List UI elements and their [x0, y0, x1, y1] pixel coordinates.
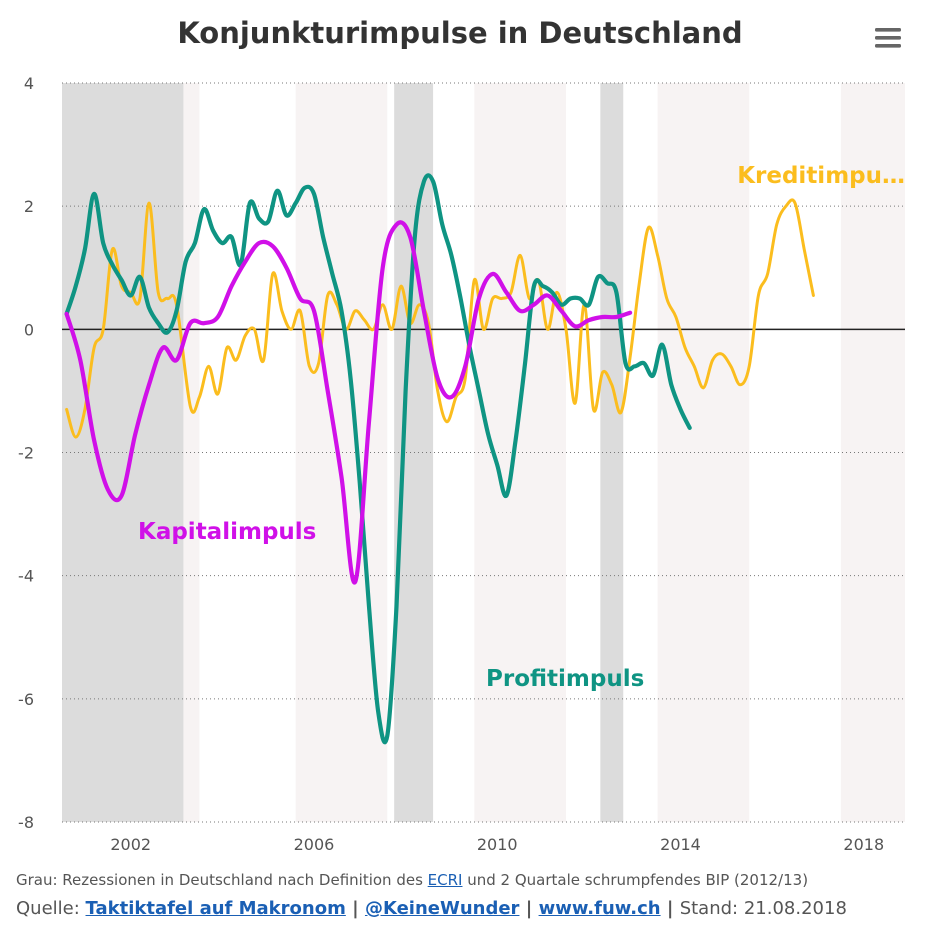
keinewunder-link[interactable]: @KeineWunder — [364, 898, 520, 919]
kreditimpuls-label: Kreditimpu… — [737, 163, 905, 189]
x-tick-label: 2002 — [110, 835, 151, 854]
series-lines — [64, 173, 815, 745]
y-axis: -8 -6 -4 -2 0 2 4 — [18, 74, 34, 832]
ecri-link[interactable]: ECRI — [427, 871, 463, 889]
separator: | — [660, 898, 680, 919]
menu-icon[interactable] — [875, 28, 901, 48]
shaded-period — [295, 83, 388, 822]
x-axis: 2002 2006 2010 2014 2018 — [110, 835, 884, 854]
note-suffix: und 2 Quartale schrumpfendes BIP (2012/1… — [462, 871, 809, 889]
y-tick-label: -4 — [18, 567, 34, 586]
chart-title: Konjunkturimpulse in Deutschland — [177, 16, 742, 50]
y-tick-label: 2 — [24, 197, 34, 216]
kapitalimpuls-line — [64, 220, 633, 585]
source-label: Quelle: — [16, 898, 86, 919]
shaded-period — [657, 83, 750, 822]
x-tick-label: 2014 — [660, 835, 701, 854]
fuw-link[interactable]: www.fuw.ch — [538, 898, 661, 919]
kapitalimpuls-label: Kapitalimpuls — [138, 519, 316, 545]
chart: -8 -6 -4 -2 0 2 4 2002 2006 2010 2014 2018 Krediti… — [18, 16, 905, 854]
taktiktafel-link[interactable]: Taktiktafel auf Makronom — [85, 898, 346, 919]
profitimpuls-line — [64, 173, 692, 745]
shaded-period — [474, 83, 566, 822]
series-labels: Kreditimpu… Profitimpuls Kapitalimpuls — [138, 163, 905, 692]
profitimpuls-label: Profitimpuls — [486, 666, 644, 692]
recession-band — [600, 83, 624, 822]
recession-note: Grau: Rezessionen in Deutschland nach De… — [16, 871, 808, 889]
y-tick-label: -6 — [18, 690, 34, 709]
y-tick-label: 4 — [24, 74, 34, 93]
separator: | — [519, 898, 539, 919]
y-tick-label: -8 — [18, 813, 34, 832]
x-tick-label: 2018 — [843, 835, 884, 854]
shaded-period — [183, 83, 200, 822]
kreditimpuls-line — [65, 198, 815, 439]
source-line: Quelle: Taktiktafel auf Makronom | @Kein… — [16, 898, 847, 919]
grid-layer — [62, 82, 905, 823]
x-tick-label: 2010 — [477, 835, 518, 854]
note-prefix: Grau: Rezessionen in Deutschland nach De… — [16, 871, 428, 889]
x-tick-label: 2006 — [294, 835, 335, 854]
recession-band — [394, 83, 434, 822]
stand-date: Stand: 21.08.2018 — [679, 898, 847, 919]
y-tick-label: 0 — [24, 320, 34, 339]
y-tick-label: -2 — [18, 444, 34, 463]
separator: | — [345, 898, 365, 919]
